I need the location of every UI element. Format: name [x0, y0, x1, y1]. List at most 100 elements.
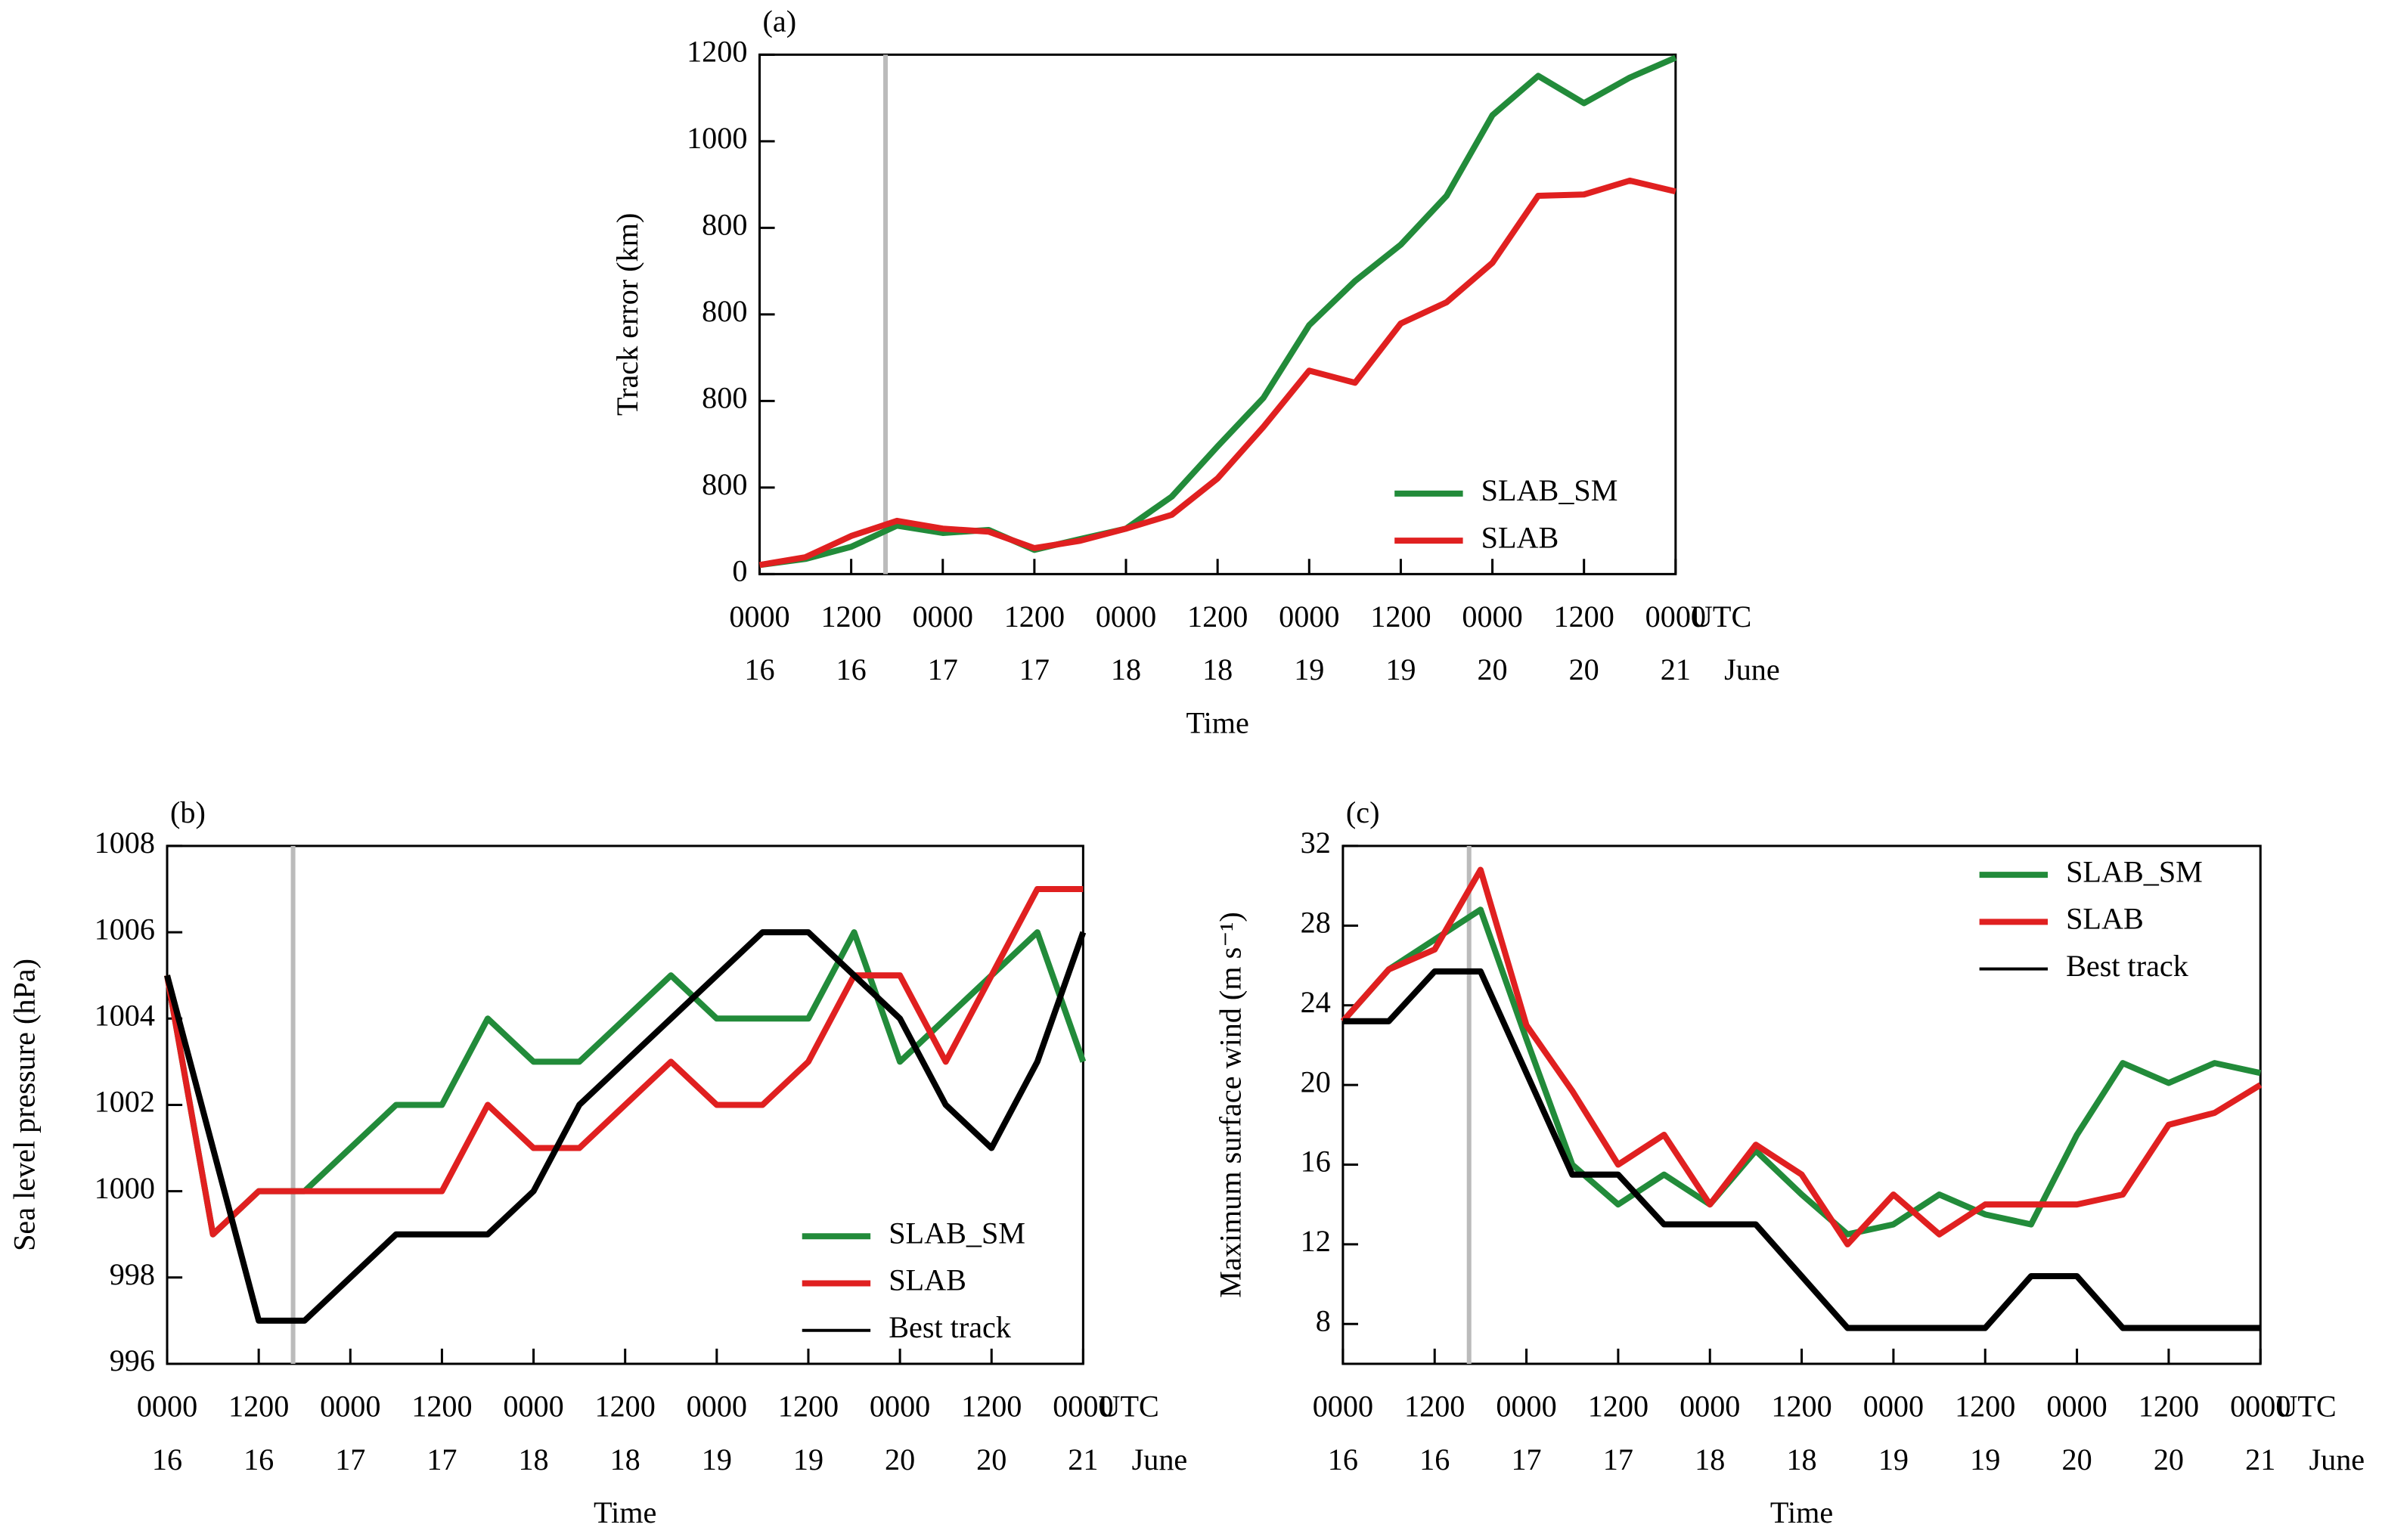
x-tick-day: 17	[426, 1442, 457, 1476]
x-tick-label: 1200	[2139, 1389, 2199, 1423]
series-line	[758, 54, 1677, 569]
x-tick-label: 1200	[1771, 1389, 1831, 1423]
y-axis-label: Sea level pressure (hPa)	[7, 959, 41, 1251]
x-tick-day: 20	[1477, 652, 1507, 686]
x-tick-day: 18	[1202, 652, 1233, 686]
legend-label: SLAB_SM	[889, 1216, 1025, 1250]
x-tick-day: 20	[885, 1442, 915, 1476]
y-tick-label: 1004	[95, 999, 155, 1033]
x-tick-label: 1200	[1370, 600, 1431, 634]
y-axis-label: Maximum surface wind (m s⁻¹)	[1213, 912, 1247, 1298]
x-axis-label: Time	[1186, 705, 1248, 739]
x-tick-day: 19	[1970, 1442, 2000, 1476]
x-axis-label: Time	[594, 1495, 656, 1529]
x-day-unit: June	[1132, 1442, 1188, 1476]
x-tick-label: 1200	[228, 1389, 289, 1423]
x-unit: UTC	[1691, 600, 1751, 634]
legend-label: SLAB	[2066, 902, 2144, 936]
x-tick-day: 20	[976, 1442, 1006, 1476]
legend-label: SLAB_SM	[1481, 473, 1618, 507]
x-tick-day: 16	[1419, 1442, 1450, 1476]
x-tick-day: 21	[1661, 652, 1691, 686]
x-tick-label: 0000	[1279, 600, 1339, 634]
x-tick-day: 17	[335, 1442, 365, 1476]
x-tick-label: 0000	[913, 600, 973, 634]
x-tick-day: 20	[2154, 1442, 2184, 1476]
y-tick-label: 1002	[95, 1085, 155, 1119]
x-tick-label: 0000	[2230, 1389, 2291, 1423]
y-axis-label: Track error (km)	[610, 213, 644, 416]
x-tick-day: 16	[836, 652, 867, 686]
legend-label: SLAB	[889, 1263, 966, 1297]
x-tick-day: 17	[1019, 652, 1050, 686]
x-tick-day: 19	[1385, 652, 1416, 686]
x-tick-day: 17	[1603, 1442, 1633, 1476]
y-tick-label: 800	[702, 208, 747, 242]
x-day-unit: June	[2309, 1442, 2365, 1476]
x-tick-day: 21	[1068, 1442, 1098, 1476]
x-tick-label: 0000	[687, 1389, 747, 1423]
x-tick-label: 0000	[1462, 600, 1522, 634]
x-tick-label: 0000	[137, 1389, 197, 1423]
x-day-unit: June	[1724, 652, 1780, 686]
y-tick-label: 8	[1316, 1303, 1331, 1337]
y-tick-label: 800	[702, 467, 747, 501]
panel-label: (b)	[170, 795, 206, 829]
legend-label: SLAB_SM	[2066, 854, 2203, 888]
x-tick-label: 1200	[820, 600, 881, 634]
x-unit: UTC	[2275, 1389, 2336, 1423]
y-tick-label: 1000	[687, 121, 747, 155]
y-tick-label: 1006	[95, 912, 155, 946]
y-tick-label: 800	[702, 381, 747, 415]
x-tick-day: 17	[1511, 1442, 1541, 1476]
x-tick-label: 0000	[503, 1389, 563, 1423]
x-tick-label: 1200	[595, 1389, 656, 1423]
x-tick-day: 16	[243, 1442, 274, 1476]
y-tick-label: 24	[1301, 985, 1331, 1019]
x-tick-label: 1200	[1004, 600, 1065, 634]
x-tick-label: 0000	[870, 1389, 930, 1423]
series-line	[1340, 866, 2263, 1247]
x-tick-label: 1200	[961, 1389, 1022, 1423]
x-tick-day: 16	[744, 652, 774, 686]
x-tick-day: 19	[1878, 1442, 1909, 1476]
panel-label: (a)	[762, 4, 796, 38]
y-tick-label: 32	[1301, 826, 1331, 860]
x-tick-label: 1200	[778, 1389, 839, 1423]
x-tick-label: 1200	[1955, 1389, 2015, 1423]
legend-label: Best track	[2066, 949, 2189, 983]
x-tick-label: 0000	[729, 600, 789, 634]
y-tick-label: 1000	[95, 1171, 155, 1205]
x-tick-day: 21	[2245, 1442, 2275, 1476]
x-tick-day: 19	[793, 1442, 823, 1476]
x-tick-day: 18	[1695, 1442, 1725, 1476]
x-tick-day: 16	[152, 1442, 182, 1476]
y-tick-label: 998	[110, 1257, 155, 1291]
x-tick-label: 0000	[2046, 1389, 2107, 1423]
x-unit: UTC	[1098, 1389, 1158, 1423]
x-tick-label: 0000	[1313, 1389, 1373, 1423]
x-tick-day: 18	[1786, 1442, 1816, 1476]
x-tick-day: 18	[518, 1442, 548, 1476]
x-tick-day: 20	[2061, 1442, 2092, 1476]
legend-label: SLAB	[1481, 520, 1559, 554]
x-tick-label: 0000	[1496, 1389, 1556, 1423]
x-tick-label: 1200	[411, 1389, 472, 1423]
x-tick-label: 1200	[1187, 600, 1248, 634]
x-tick-label: 0000	[320, 1389, 380, 1423]
y-tick-label: 800	[702, 294, 747, 328]
y-tick-label: 1200	[687, 35, 747, 69]
x-tick-label: 1200	[1554, 600, 1614, 634]
x-tick-label: 1200	[1588, 1389, 1648, 1423]
x-tick-label: 0000	[1053, 1389, 1113, 1423]
x-tick-label: 1200	[1404, 1389, 1465, 1423]
series-line	[758, 177, 1676, 569]
y-tick-label: 16	[1301, 1145, 1331, 1179]
x-tick-day: 19	[702, 1442, 732, 1476]
series-line	[1340, 906, 2262, 1238]
y-tick-label: 0	[732, 554, 747, 588]
y-tick-label: 28	[1301, 906, 1331, 940]
series-line	[164, 929, 1087, 1324]
x-tick-day: 18	[1111, 652, 1141, 686]
